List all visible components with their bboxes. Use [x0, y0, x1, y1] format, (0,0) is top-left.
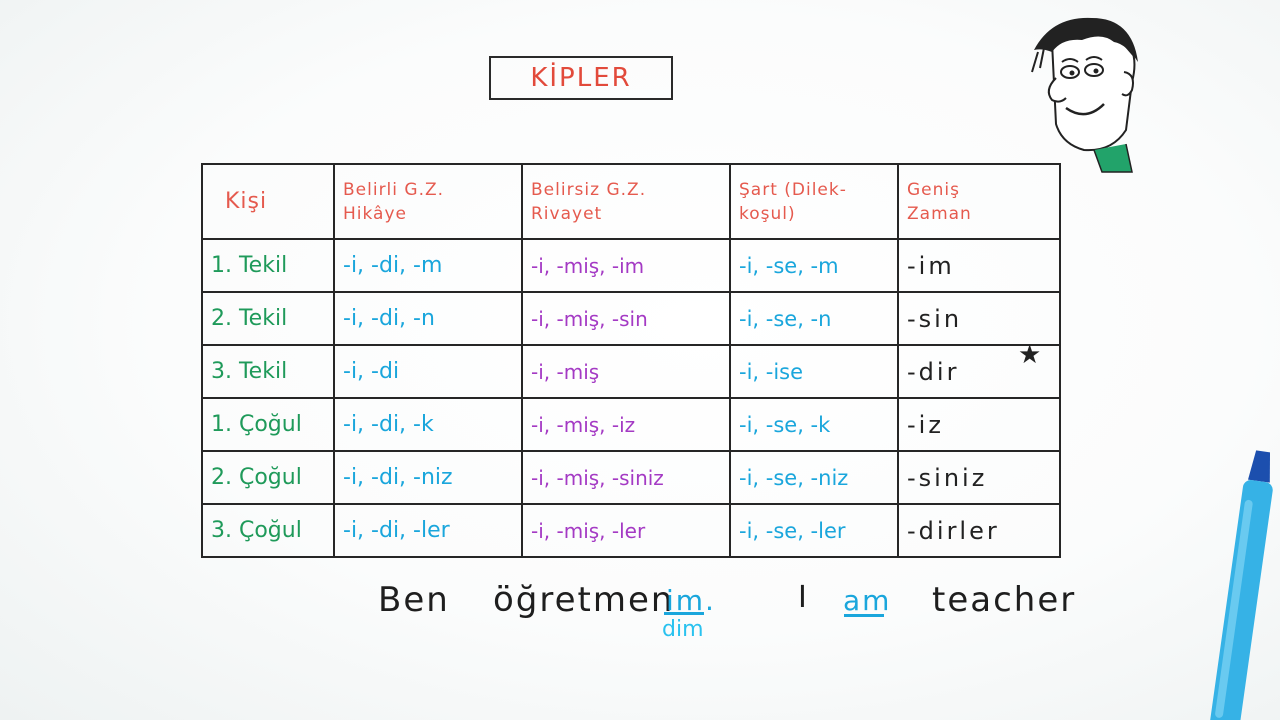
page-title: KİPLER [530, 63, 632, 93]
rivayet-cell: -i, -miş, -im [521, 238, 731, 293]
title-box: KİPLER [489, 56, 673, 100]
header-belirli: Belirli G.Z. Hikâye [333, 163, 523, 240]
table-row: 1. Tekil -i, -di, -m -i, -miş, -im -i, -… [201, 238, 1061, 293]
header-belirsiz: Belirsiz G.Z. Rivayet [521, 163, 731, 240]
am-underline [844, 614, 884, 617]
suffix-underline [664, 612, 704, 615]
person-cell: 3. Tekil [201, 344, 335, 399]
table-row: 3. Çoğul -i, -di, -ler -i, -miş, -ler -i… [201, 503, 1061, 558]
header-sart-line2: koşul) [739, 203, 796, 224]
genis-cell: -dir [897, 344, 1061, 399]
hikaye-cell: -i, -di, -niz [333, 450, 523, 505]
sart-cell: -i, -se, -niz [729, 450, 899, 505]
blue-marker-icon [1208, 450, 1273, 720]
genis-cell: -sin [897, 291, 1061, 346]
table-row: 3. Tekil -i, -di -i, -miş -i, -ise -dir [201, 344, 1061, 399]
header-sart-line1: Şart (Dilek- [739, 179, 847, 200]
hikaye-cell: -i, -di, -n [333, 291, 523, 346]
header-belirsiz-line1: Belirsiz G.Z. [531, 179, 647, 200]
header-genis-line1: Geniş [907, 179, 960, 200]
person-cell: 2. Tekil [201, 291, 335, 346]
rivayet-cell: -i, -miş, -siniz [521, 450, 731, 505]
rivayet-cell: -i, -miş [521, 344, 731, 399]
sentence-english-i: I [798, 580, 809, 615]
header-row: Kişi Belirli G.Z. Hikâye Belirsiz G.Z. R… [201, 163, 1061, 240]
kipler-table: Kişi Belirli G.Z. Hikâye Belirsiz G.Z. R… [201, 163, 1061, 558]
rivayet-cell: -i, -miş, -sin [521, 291, 731, 346]
sentence-suffix: im. [666, 584, 716, 617]
genis-cell: -iz [897, 397, 1061, 452]
header-kisi: Kişi [201, 163, 335, 240]
person-cell: 2. Çoğul [201, 450, 335, 505]
sart-cell: -i, -se, -n [729, 291, 899, 346]
sentence-suffix-alt: dim [662, 617, 704, 642]
person-cell: 1. Çoğul [201, 397, 335, 452]
header-belirli-line2: Hikâye [343, 203, 407, 224]
genis-cell: -dirler [897, 503, 1061, 558]
genis-cell: -im [897, 238, 1061, 293]
genis-cell: -siniz [897, 450, 1061, 505]
sentence-word-ogretmen: öğretmen [493, 580, 675, 620]
sart-cell: -i, -se, -k [729, 397, 899, 452]
header-genis-line2: Zaman [907, 203, 972, 224]
sentence-english-teacher: teacher [932, 580, 1077, 620]
header-belirsiz-line2: Rivayet [531, 203, 603, 224]
sart-cell: -i, -se, -m [729, 238, 899, 293]
table-row: 2. Tekil -i, -di, -n -i, -miş, -sin -i, … [201, 291, 1061, 346]
cartoon-face-icon [1031, 17, 1138, 173]
header-genis: Geniş Zaman [897, 163, 1061, 240]
hikaye-cell: -i, -di [333, 344, 523, 399]
hikaye-cell: -i, -di, -ler [333, 503, 523, 558]
person-cell: 1. Tekil [201, 238, 335, 293]
hikaye-cell: -i, -di, -k [333, 397, 523, 452]
header-belirli-line1: Belirli G.Z. [343, 179, 445, 200]
rivayet-cell: -i, -miş, -iz [521, 397, 731, 452]
sentence-word-ben: Ben [378, 580, 450, 620]
sart-cell: -i, -se, -ler [729, 503, 899, 558]
header-sart: Şart (Dilek- koşul) [729, 163, 899, 240]
sart-cell: -i, -ise [729, 344, 899, 399]
sentence-english-am: am [843, 584, 892, 617]
table-row: 1. Çoğul -i, -di, -k -i, -miş, -iz -i, -… [201, 397, 1061, 452]
rivayet-cell: -i, -miş, -ler [521, 503, 731, 558]
hikaye-cell: -i, -di, -m [333, 238, 523, 293]
table-row: 2. Çoğul -i, -di, -niz -i, -miş, -siniz … [201, 450, 1061, 505]
star-icon: ★ [1018, 340, 1042, 370]
person-cell: 3. Çoğul [201, 503, 335, 558]
